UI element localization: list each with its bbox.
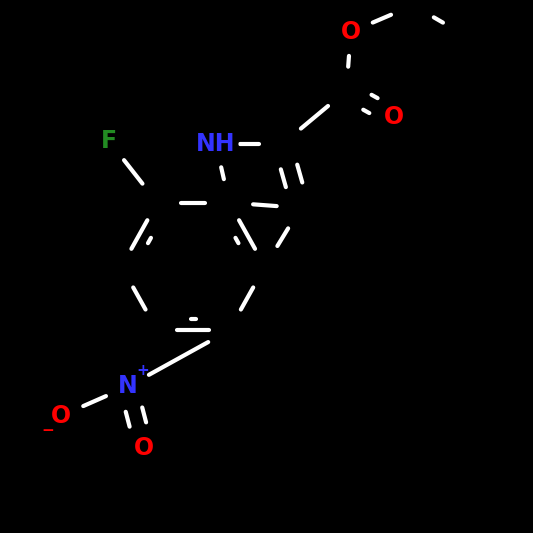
Text: N: N <box>118 374 138 399</box>
Text: −: − <box>42 423 54 438</box>
Text: NH: NH <box>196 132 236 156</box>
Text: O: O <box>51 403 71 428</box>
Text: O: O <box>134 435 154 460</box>
Text: O: O <box>341 20 361 44</box>
Text: F: F <box>101 129 117 154</box>
Text: O: O <box>384 105 405 130</box>
Text: +: + <box>136 363 149 378</box>
